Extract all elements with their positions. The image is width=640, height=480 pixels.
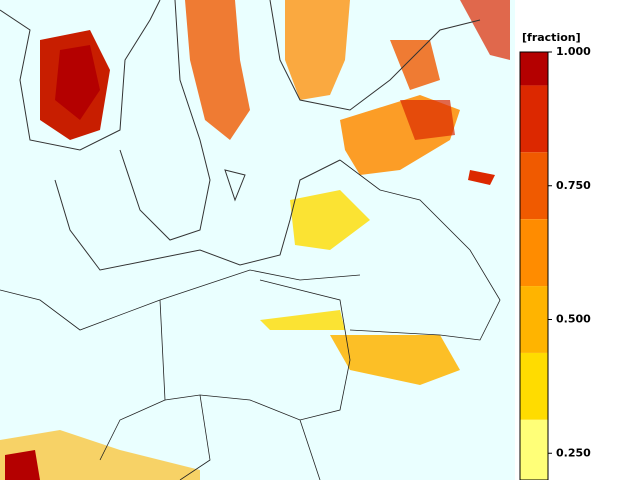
fraction-area: [260, 310, 345, 330]
tick-label: 1.000: [556, 45, 591, 58]
fraction-area: [460, 0, 510, 60]
border: [299, 419, 321, 480]
colorbar-band: [520, 152, 548, 220]
tick-label: 0.500: [556, 313, 591, 326]
island: [224, 169, 246, 202]
colorbar-band: [520, 419, 548, 480]
colorbar-title: [fraction]: [522, 31, 581, 44]
colorbar-frame: [519, 51, 549, 480]
fraction-area: [185, 0, 250, 140]
border: [164, 279, 351, 421]
high-fraction-area: [5, 450, 40, 480]
coastline: [119, 0, 211, 241]
coastline: [54, 159, 341, 271]
border: [179, 394, 211, 480]
fraction-area: [390, 40, 440, 90]
coastline: [0, 0, 161, 151]
border: [0, 289, 161, 331]
tick-label: 0.750: [556, 179, 591, 192]
fraction-area: [285, 0, 350, 100]
fraction-area: [330, 335, 460, 385]
map-features: [0, 0, 510, 480]
tick-label: 0.250: [556, 446, 591, 459]
colorbar-band: [520, 52, 548, 86]
coastline: [269, 0, 481, 111]
high-fraction-area: [55, 45, 100, 120]
border: [99, 299, 166, 461]
colorbar-band: [520, 85, 548, 153]
fraction-area: [400, 100, 455, 140]
fraction-area: [0, 430, 200, 480]
fraction-area: [290, 190, 370, 250]
border: [159, 269, 361, 301]
fraction-area: [468, 170, 495, 185]
border: [339, 159, 501, 341]
colorbar-band: [520, 286, 548, 353]
colorbar-band: [520, 352, 548, 420]
colorbar-band: [520, 219, 548, 287]
